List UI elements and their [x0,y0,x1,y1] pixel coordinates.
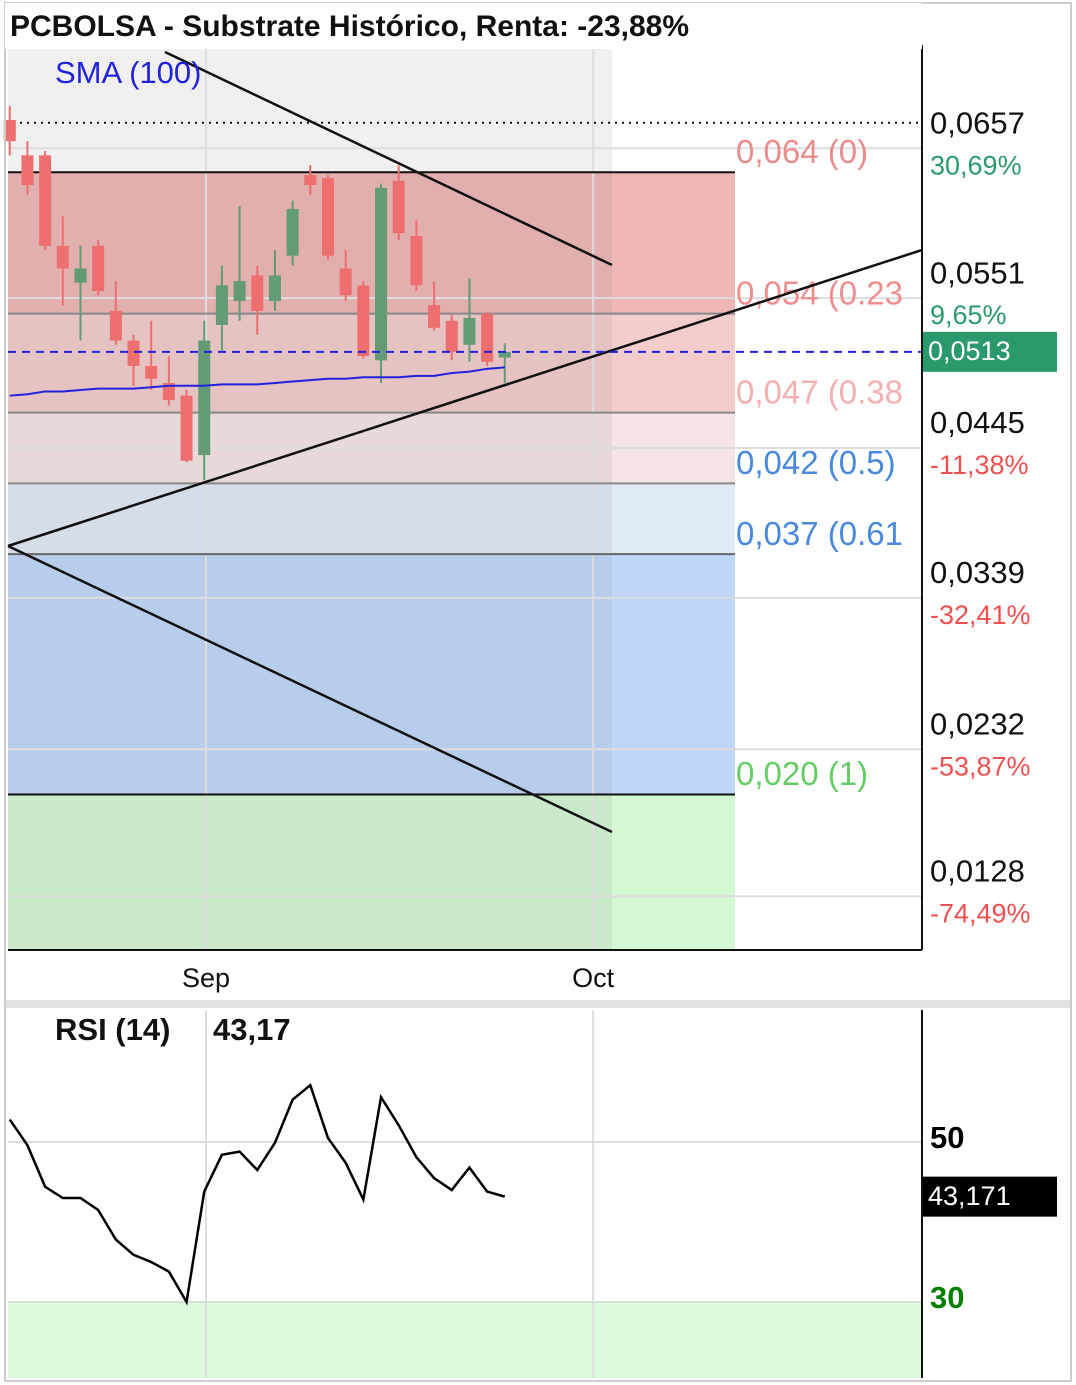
fib-zone [8,554,735,795]
rsi-title: RSI (14) [55,1012,170,1047]
y-tick-change: -74,49% [930,898,1031,928]
y-tick-label: 0,0128 [930,853,1025,888]
last-price-label: 0,0513 [928,336,1011,366]
candle-body [162,382,175,400]
sma-label: SMA (100) [55,55,201,90]
candle-body [127,340,140,366]
y-tick-change: 9,65% [930,300,1007,330]
rsi-value: 43,17 [213,1012,291,1047]
y-tick-label: 0,0232 [930,706,1025,741]
candle-body [21,155,34,185]
fib-label: 0,037 (0.61 [736,515,903,552]
fib-zone [8,794,735,950]
fib-label: 0,020 (1) [736,755,868,792]
candle-body [286,209,299,256]
shade [8,45,612,950]
y-tick-change: 30,69% [930,150,1022,180]
y-tick-label: 0,0445 [930,405,1025,440]
y-tick-label: 50 [930,1120,964,1155]
y-tick-label: 0,0339 [930,555,1025,590]
candle-body [357,285,370,357]
trend-line [7,544,613,834]
candle-body [321,177,334,256]
plot-layer: 0,0657 30,69% 0,0551 9,65% 0,0445 -11,38% 0,03… [3,2,1072,1382]
candle-body [463,317,476,345]
candle-body [268,275,281,301]
separator [5,1000,1071,1008]
candle-body [481,313,494,362]
candle-body [92,245,105,292]
candle-body [428,305,441,328]
candle-body [233,281,246,301]
candle-body [215,285,228,325]
candle-body [180,395,193,461]
x-tick-label: Sep [182,963,230,993]
title-bg [5,3,922,49]
y-tick-change: -53,87% [930,751,1031,781]
candle-body [3,119,16,142]
candle-body [392,180,405,234]
sma-line [9,366,505,397]
candle-body [304,175,317,185]
trend-line [164,50,613,267]
candle-body [74,268,87,283]
candle-body [375,187,388,361]
candle-body [339,268,352,296]
candle-body [445,320,458,352]
y-tick-change: -11,38% [930,450,1029,480]
x-tick-label: Oct [572,963,615,993]
candle-body [410,235,423,286]
last-price-box [922,331,1057,372]
candle-body [56,245,69,269]
rsi-box-label: 43,171 [928,1181,1011,1211]
candle-body [498,351,511,358]
fib-zone [8,483,735,555]
candle-body [109,310,122,341]
chart-title: PCBOLSA - Substrate Histórico, Renta: -2… [10,10,689,43]
candle-body [198,340,211,456]
candle-body [39,155,52,246]
candle-body [145,365,158,379]
trend-line [7,248,923,548]
fib-zone [8,172,735,314]
rsi-line [8,1083,506,1306]
candle-body [251,275,264,311]
oversold-zone [8,1302,922,1378]
fib-label: 0,054 (0.23 [736,274,903,311]
y-tick-change: -32,41% [930,600,1031,630]
y-tick-label: 0,0551 [930,255,1025,290]
fib-label: 0,047 (0.38 [736,373,903,410]
fib-label: 0,042 (0.5) [736,444,896,481]
y-tick-label: 30 [930,1280,964,1315]
rsi-box [922,1176,1057,1217]
y-tick-label: 0,0657 [930,105,1025,140]
fib-label: 0,064 (0) [736,133,868,170]
